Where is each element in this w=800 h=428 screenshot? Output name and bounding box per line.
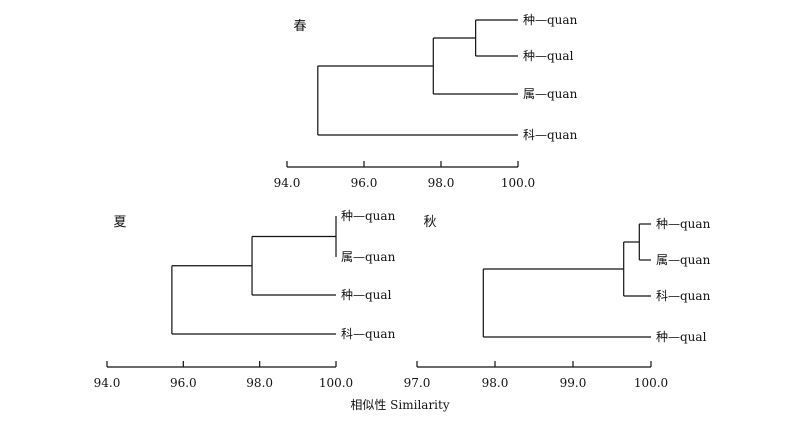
x-tick-label: 96.0: [351, 176, 378, 190]
x-tick-label: 98.0: [482, 376, 509, 390]
x-tick-label: 100.0: [319, 376, 353, 390]
leaf-label: 属—quan: [341, 250, 396, 264]
panel-title-1: 春: [293, 19, 306, 34]
leaf-label: 种—quan: [656, 217, 711, 231]
leaf-label: 种—qual: [341, 288, 392, 302]
panel-title-2: 夏: [113, 215, 126, 230]
leaf-label: 种—quan: [341, 209, 396, 223]
x-tick-label: 96.0: [170, 376, 197, 390]
leaf-label: 科—quan: [523, 128, 578, 142]
x-tick-label: 94.0: [94, 376, 121, 390]
x-tick-label: 100.0: [501, 176, 535, 190]
leaf-label: 种—qual: [656, 330, 707, 344]
leaf-label: 属—quan: [523, 87, 578, 101]
x-axis-label: 相似性 Similarity: [350, 398, 450, 412]
leaf-label: 属—quan: [656, 253, 711, 267]
x-tick-label: 98.0: [246, 376, 273, 390]
x-tick-label: 100.0: [634, 376, 668, 390]
leaf-label: 科—quan: [656, 289, 711, 303]
x-tick-label: 97.0: [404, 376, 431, 390]
panel-title-3: 秋: [423, 215, 436, 230]
leaf-label: 种—qual: [523, 49, 574, 63]
leaf-label: 种—quan: [523, 13, 578, 27]
x-tick-label: 99.0: [560, 376, 587, 390]
x-tick-label: 98.0: [428, 176, 455, 190]
x-tick-label: 94.0: [274, 176, 301, 190]
leaf-label: 科—quan: [341, 327, 396, 341]
